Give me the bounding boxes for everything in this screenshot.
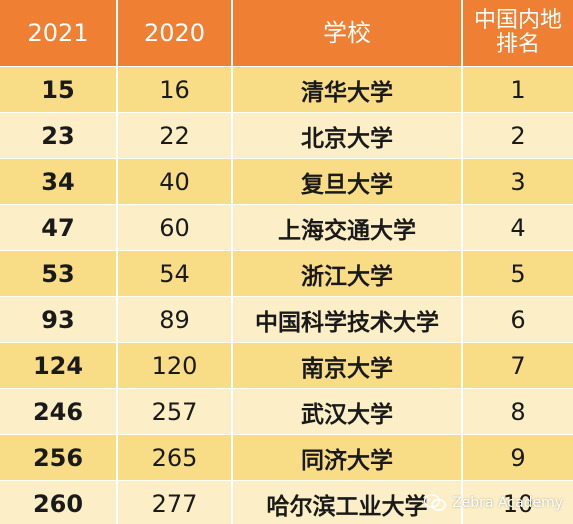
cell-rank: 6 (510, 305, 526, 334)
cell-school: 中国科学技术大学 (233, 297, 463, 342)
cell-rank: 4 (510, 213, 526, 242)
cell-rank: 8 (510, 397, 526, 426)
cell-2021: 256 (0, 435, 118, 480)
cell-2020: 54 (118, 251, 233, 296)
cell-school: 南京大学 (233, 343, 463, 388)
header-2020: 2020 (118, 0, 233, 66)
table-row: 15 16 清华大学 1 (0, 66, 573, 112)
cell-2021: 34 (0, 159, 118, 204)
cell-school: 复旦大学 (233, 159, 463, 204)
table-row: 34 40 复旦大学 3 (0, 158, 573, 204)
cell-2020: 60 (118, 205, 233, 250)
cell-rank: 3 (510, 167, 526, 196)
cell-school: 同济大学 (233, 435, 463, 480)
cell-2021: 246 (0, 389, 118, 434)
cell-2021: 47 (0, 205, 118, 250)
cell-school: 清华大学 (233, 67, 463, 112)
cell-2020: 257 (118, 389, 233, 434)
cell-school: 哈尔滨工业大学 (233, 481, 463, 524)
cell-2020: 265 (118, 435, 233, 480)
cell-2021: 124 (0, 343, 118, 388)
cell-2021: 15 (0, 67, 118, 112)
table-row: 256 265 同济大学 9 (0, 434, 573, 480)
cell-2020: 120 (118, 343, 233, 388)
cell-rank: 5 (510, 259, 526, 288)
cell-rank: 9 (510, 443, 526, 472)
header-2021: 2021 (0, 0, 118, 66)
cell-school: 浙江大学 (233, 251, 463, 296)
table-row: 53 54 浙江大学 5 (0, 250, 573, 296)
table-row: 93 89 中国科学技术大学 6 (0, 296, 573, 342)
header-school: 学校 (233, 0, 463, 66)
cell-2020: 89 (118, 297, 233, 342)
cell-2020: 16 (118, 67, 233, 112)
cell-school: 武汉大学 (233, 389, 463, 434)
cell-rank: 10 (502, 489, 534, 518)
table-row: 124 120 南京大学 7 (0, 342, 573, 388)
cell-rank: 2 (510, 121, 526, 150)
cell-rank: 1 (510, 75, 526, 104)
cell-2020: 277 (118, 481, 233, 524)
cell-school: 北京大学 (233, 113, 463, 158)
watermark: Zebra Academy (424, 494, 563, 512)
cell-2021: 93 (0, 297, 118, 342)
cell-2020: 22 (118, 113, 233, 158)
header-mainland-rank: 中国内地排名 (473, 7, 562, 57)
table-row: 260 277 哈尔滨工业大学 10 (0, 480, 573, 524)
table-row: 23 22 北京大学 2 (0, 112, 573, 158)
cell-2021: 53 (0, 251, 118, 296)
cell-rank: 7 (510, 351, 526, 380)
wechat-icon (424, 494, 446, 512)
table-row: 246 257 武汉大学 8 (0, 388, 573, 434)
cell-2021: 260 (0, 481, 118, 524)
cell-2021: 23 (0, 113, 118, 158)
table-header: 2021 2020 学校 中国内地排名 (0, 0, 573, 66)
cell-2020: 40 (118, 159, 233, 204)
table-row: 47 60 上海交通大学 4 (0, 204, 573, 250)
watermark-text: Zebra Academy (452, 495, 563, 511)
cell-school: 上海交通大学 (233, 205, 463, 250)
